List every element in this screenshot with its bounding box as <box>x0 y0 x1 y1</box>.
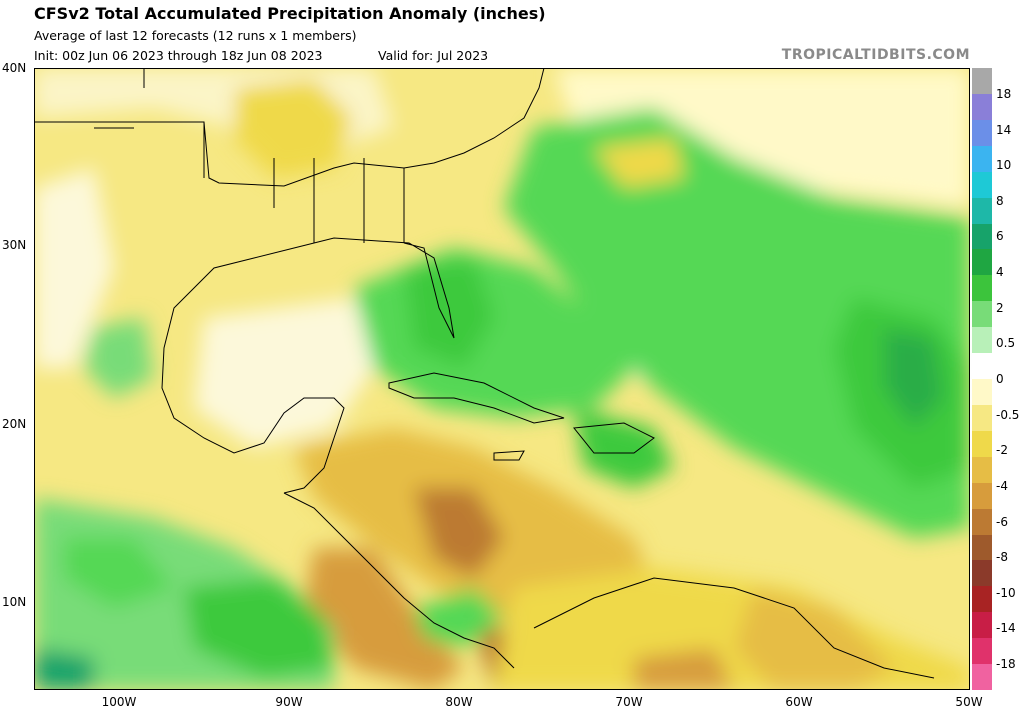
colorbar-cell <box>972 508 992 535</box>
colorbar-label: 14 <box>996 122 1012 137</box>
colorbar-cell <box>972 612 992 639</box>
colorbar-label: -18 <box>996 657 1016 672</box>
colorbar-cell <box>972 404 992 432</box>
colorbar-label: -4 <box>996 478 1008 493</box>
colorbar-cell <box>972 327 992 354</box>
colorbar-cell <box>972 560 992 587</box>
colorbar-cell <box>972 638 992 665</box>
colorbar-label: 6 <box>996 229 1004 244</box>
colorbar-label: 0.5 <box>996 336 1016 351</box>
colorbar-cell <box>972 145 992 173</box>
colorbar-cell <box>972 482 992 510</box>
brand-watermark: TROPICALTIDBITS.COM <box>781 47 970 63</box>
colorbar-label: -0.5 <box>996 407 1020 422</box>
colorbar-label: -8 <box>996 550 1008 565</box>
chart-subtitle: Average of last 12 forecasts (12 runs x … <box>34 28 357 43</box>
map-svg <box>34 68 970 690</box>
chart-title: CFSv2 Total Accumulated Precipitation An… <box>34 4 546 23</box>
init-time: Init: 00z Jun 06 2023 through 18z Jun 08… <box>34 48 323 63</box>
colorbar-label: 8 <box>996 193 1004 208</box>
valid-time: Valid for: Jul 2023 <box>378 48 489 63</box>
colorbar-label: 0 <box>996 372 1004 386</box>
lon-label-80w: 80W <box>445 695 473 709</box>
lat-label-30n: 30N <box>2 238 27 252</box>
precip-anomaly-map <box>34 68 970 690</box>
colorbar-label: 18 <box>996 86 1012 101</box>
colorbar-cell <box>972 379 992 406</box>
colorbar-cell <box>972 353 992 380</box>
lon-label-70w: 70W <box>615 695 643 709</box>
lon-label-60w: 60W <box>785 695 813 709</box>
colorbar-cell <box>972 171 992 199</box>
lat-label-40n: 40N <box>2 61 27 75</box>
colorbar-cell <box>972 119 992 147</box>
colorbar-cell <box>972 301 992 328</box>
colorbar-cell <box>972 586 992 613</box>
colorbar-cell <box>972 275 992 302</box>
colorbar-label: -2 <box>996 443 1008 458</box>
map-border <box>34 68 970 690</box>
colorbar-label: 10 <box>996 158 1012 173</box>
lon-label-90w: 90W <box>275 695 303 709</box>
colorbar-label: 4 <box>996 265 1004 280</box>
colorbar-cell <box>972 534 992 561</box>
coastlines <box>34 68 935 679</box>
colorbar-cell <box>972 430 992 458</box>
colorbar-cell <box>972 223 992 250</box>
colorbar-cell <box>972 68 992 95</box>
colorbar-cell <box>972 249 992 276</box>
anomaly-field <box>34 68 970 690</box>
colorbar-label: -14 <box>996 621 1016 636</box>
colorbar-cell <box>972 664 992 691</box>
colorbar-cell <box>972 197 992 224</box>
colorbar-label: -10 <box>996 585 1016 600</box>
colorbar-cell <box>972 456 992 484</box>
lon-label-50w: 50W <box>955 695 983 709</box>
colorbar-label: 2 <box>996 300 1004 315</box>
colorbar-cell <box>972 93 992 121</box>
lat-label-20n: 20N <box>2 417 27 431</box>
colorbar-label: -6 <box>996 514 1008 529</box>
lon-label-100w: 100W <box>101 695 137 709</box>
colorbar <box>972 68 992 691</box>
lat-label-10n: 10N <box>2 595 27 609</box>
